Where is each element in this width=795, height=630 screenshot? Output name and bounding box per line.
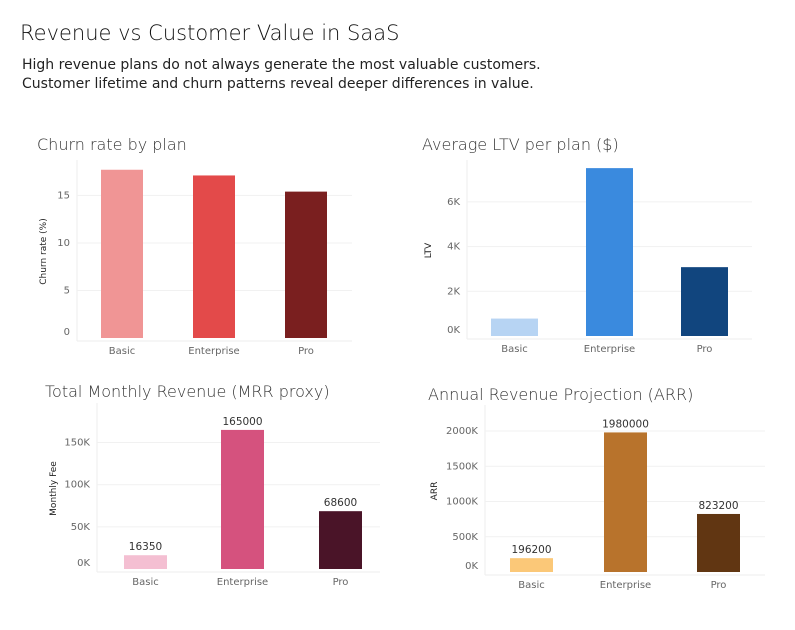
x-tick-label: Basic [518,580,544,591]
data-label: 16350 [129,541,162,553]
y-tick-label: 1500K [446,461,478,472]
subtitle-line-1: High revenue plans do not always generat… [22,57,541,73]
data-label: 823200 [698,500,738,512]
chart-4: Annual Revenue Projection (ARR) 0K 500K 100… [428,385,765,591]
y-tick-label: 2000K [446,426,478,437]
bar-enterprise [221,429,264,569]
y-tick-label: 0K [465,561,478,572]
y-tick-label: 2K [447,286,460,297]
chart-title: Average LTV per plan ($) [422,135,619,154]
y-tick-label: 6K [447,197,460,208]
data-label: 165000 [222,416,262,428]
chart-1: Churn rate by plan 0 5 10 15 Churn rate (%) Ba… [37,135,352,357]
x-tick-label: Enterprise [217,577,268,588]
bar-basic [101,169,143,338]
data-label: 68600 [324,497,357,509]
y-tick-label: 150K [64,438,90,449]
x-tick-label: Basic [501,344,527,355]
y-axis-title: Churn rate (%) [39,218,49,285]
chart-2: Average LTV per plan ($) 0K 2K 4K 6K LTV Basic… [422,135,752,355]
chart-title: Total Monthly Revenue (MRR proxy) [45,382,330,401]
x-tick-label: Basic [132,577,158,588]
bar-pro [681,267,728,336]
bar-pro [319,511,362,569]
y-tick-label: 15 [57,190,70,201]
y-tick-label: 10 [57,238,70,249]
x-tick-label: Basic [109,346,135,357]
y-tick-label: 100K [64,480,90,491]
x-tick-label: Pro [711,580,727,591]
x-tick-label: Pro [333,577,349,588]
y-tick-label: 1000K [446,497,478,508]
x-tick-label: Enterprise [600,580,651,591]
bar-enterprise [586,168,633,336]
y-axis-title: Monthly Fee [49,461,59,516]
bar-pro [285,191,327,338]
data-label: 1980000 [602,418,649,430]
bar-enterprise [193,175,235,338]
data-label: 196200 [511,544,551,556]
bar-basic [510,558,553,572]
y-axis-title: LTV [424,242,434,258]
y-tick-label: 5 [64,285,70,296]
y-tick-label: 0K [447,325,460,336]
chart-title: Annual Revenue Projection (ARR) [428,385,693,404]
chart-title: Churn rate by plan [37,135,187,154]
x-tick-label: Enterprise [584,344,635,355]
dashboard-title: Revenue vs Customer Value in SaaS [20,21,400,45]
y-tick-label: 500K [452,532,478,543]
chart-3: Total Monthly Revenue (MRR proxy) 0K 50K 10… [45,382,380,588]
x-tick-label: Pro [697,344,713,355]
bar-enterprise [604,432,647,572]
x-tick-label: Pro [298,346,314,357]
y-tick-label: 0 [64,327,70,338]
subtitle-line-2: Customer lifetime and churn patterns rev… [22,76,534,92]
x-tick-label: Enterprise [188,346,239,357]
y-tick-label: 4K [447,242,460,253]
y-tick-label: 50K [71,522,91,533]
y-axis-title: ARR [430,482,440,501]
bar-pro [697,513,740,572]
y-tick-label: 0K [77,558,90,569]
bar-basic [124,555,167,569]
bar-basic [491,318,538,336]
